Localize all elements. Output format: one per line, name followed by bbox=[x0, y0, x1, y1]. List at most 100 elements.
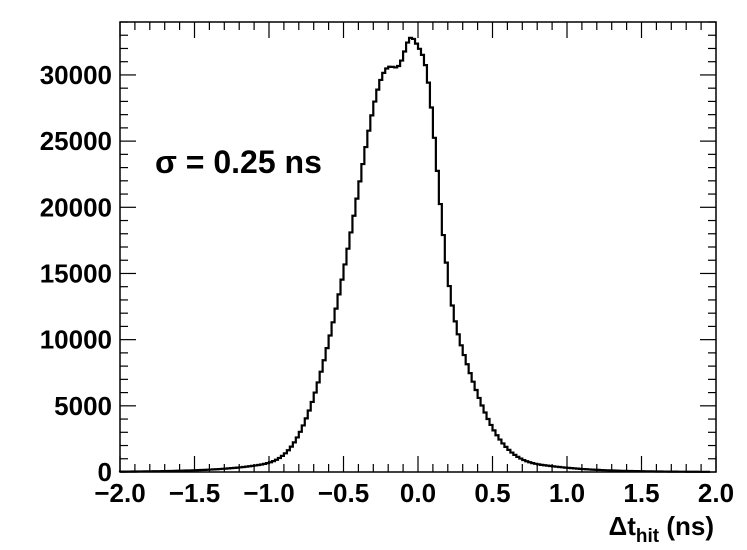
histogram-bin bbox=[448, 286, 451, 472]
histogram-bin bbox=[406, 43, 409, 472]
histogram-bin bbox=[510, 453, 513, 472]
histogram-bin bbox=[358, 181, 361, 472]
histogram-bin bbox=[561, 467, 564, 472]
histogram-bin bbox=[588, 469, 591, 472]
histogram-bin bbox=[245, 467, 248, 472]
histogram-bin bbox=[534, 464, 537, 472]
histogram-bin bbox=[421, 55, 424, 472]
histogram-bin bbox=[239, 467, 242, 472]
histogram-bin bbox=[278, 458, 281, 472]
histogram-bin bbox=[352, 216, 355, 472]
histogram-bin bbox=[478, 398, 481, 472]
histogram-bin bbox=[579, 469, 582, 472]
histogram-bin bbox=[609, 470, 612, 472]
histogram-bin bbox=[400, 61, 403, 472]
histogram-bin bbox=[445, 263, 448, 472]
histogram-bin bbox=[221, 469, 224, 472]
histogram-bars-layer bbox=[118, 36, 711, 473]
histogram-bin bbox=[573, 468, 576, 472]
histogram-bin bbox=[317, 382, 320, 472]
histogram-bin bbox=[150, 471, 153, 472]
histogram-bin bbox=[564, 468, 567, 472]
histogram-bin bbox=[147, 471, 150, 472]
histogram-bin bbox=[156, 471, 159, 472]
histogram-bin bbox=[519, 459, 522, 472]
histogram-bin bbox=[344, 264, 347, 472]
labels-layer: −2.0 −1.5 −1.0 −0.5 0.0 0.5 1.0 1.5 2.0 0 5000 1000… bbox=[40, 60, 734, 547]
histogram-bin bbox=[346, 249, 349, 472]
histogram-bin bbox=[183, 471, 186, 472]
histogram-bin bbox=[594, 470, 597, 472]
histogram-bin bbox=[174, 471, 177, 472]
histogram-bin bbox=[475, 390, 478, 472]
histogram-bin bbox=[200, 470, 203, 472]
histogram-bin bbox=[248, 466, 251, 472]
x-axis-label-subscript: hit bbox=[636, 526, 660, 547]
histogram-bin bbox=[370, 115, 373, 472]
histogram-bin bbox=[153, 471, 156, 472]
histogram-bin bbox=[141, 471, 144, 472]
histogram-bin bbox=[367, 131, 370, 472]
histogram-bin bbox=[454, 321, 457, 472]
histogram-bin bbox=[326, 348, 329, 472]
histogram-bin bbox=[311, 402, 314, 472]
histogram-bin bbox=[472, 382, 475, 472]
histogram-bin bbox=[567, 468, 570, 472]
histogram-bin bbox=[409, 38, 412, 472]
x-tick-label: −0.5 bbox=[318, 478, 369, 508]
histogram-bin bbox=[197, 470, 200, 472]
histogram-bin bbox=[504, 447, 507, 472]
histogram-bin bbox=[430, 107, 433, 472]
histogram-bin bbox=[656, 471, 659, 472]
histogram-bin bbox=[341, 280, 344, 472]
histogram-bin bbox=[296, 437, 299, 472]
histogram-bin bbox=[165, 471, 168, 472]
histogram-bin bbox=[460, 345, 463, 472]
histogram-bin bbox=[484, 412, 487, 472]
x-tick-label: 1.0 bbox=[549, 478, 585, 508]
histogram-bin bbox=[498, 440, 501, 472]
histogram-bin bbox=[320, 372, 323, 472]
histogram-bin bbox=[338, 294, 341, 472]
histogram-bin bbox=[385, 69, 388, 473]
histogram-bin bbox=[388, 67, 391, 472]
histogram-bin bbox=[230, 468, 233, 472]
x-tick-label: 0.5 bbox=[474, 478, 510, 508]
histogram-bin bbox=[642, 471, 645, 472]
histogram-bin bbox=[624, 471, 627, 472]
histogram-bin bbox=[361, 164, 364, 472]
x-tick-label: 0.0 bbox=[400, 478, 436, 508]
histogram-bin bbox=[376, 90, 379, 472]
histogram-bin bbox=[621, 471, 624, 472]
histogram-bin bbox=[379, 80, 382, 472]
histogram-bin bbox=[349, 232, 352, 472]
histogram-bin bbox=[236, 468, 239, 472]
histogram-bin bbox=[597, 470, 600, 472]
histogram-bin bbox=[501, 443, 504, 472]
x-axis-label-unit: (ns) bbox=[659, 511, 714, 541]
histogram-bin bbox=[305, 418, 308, 472]
x-tick-label: −2.0 bbox=[94, 478, 145, 508]
histogram-bin bbox=[373, 102, 376, 472]
histogram-bin bbox=[543, 465, 546, 472]
histogram-bin bbox=[516, 457, 519, 472]
histogram-bin bbox=[314, 393, 317, 472]
histogram-bin bbox=[293, 442, 296, 472]
x-tick-label: −1.0 bbox=[243, 478, 294, 508]
histogram-bin bbox=[639, 471, 642, 472]
y-tick-label: 30000 bbox=[40, 60, 112, 90]
histogram-bin bbox=[209, 470, 212, 472]
histogram-bin bbox=[233, 468, 236, 472]
histogram-bin bbox=[272, 461, 275, 472]
histogram-bin bbox=[382, 73, 385, 472]
y-tick-label: 15000 bbox=[40, 258, 112, 288]
histogram-bin bbox=[463, 355, 466, 472]
histogram-bin bbox=[457, 334, 460, 472]
histogram-bin bbox=[546, 466, 549, 472]
histogram-bin bbox=[495, 435, 498, 472]
histogram-bin bbox=[159, 471, 162, 472]
y-tick-label: 10000 bbox=[40, 325, 112, 355]
histogram-bin bbox=[323, 360, 326, 472]
histogram-bin bbox=[618, 471, 621, 472]
